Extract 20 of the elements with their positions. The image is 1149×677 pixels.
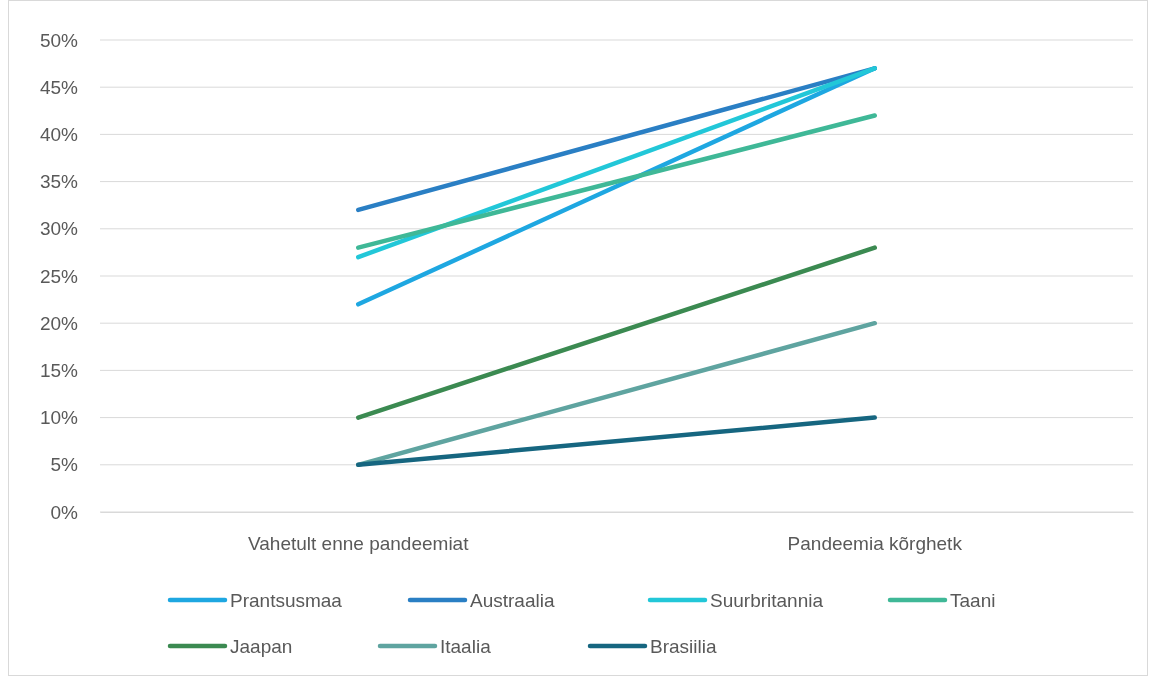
y-tick-label: 30% <box>39 218 79 240</box>
y-tick-label: 50% <box>39 29 79 51</box>
y-tick-label: 45% <box>39 76 79 98</box>
legend-label: Jaapan <box>230 636 293 657</box>
y-tick-label: 0% <box>50 501 79 523</box>
legend-label: Taani <box>950 590 996 611</box>
y-tick-label: 5% <box>50 454 79 476</box>
y-tick-label: 35% <box>39 171 79 193</box>
y-tick-label: 15% <box>39 359 79 381</box>
y-tick-label: 20% <box>39 312 79 334</box>
y-tick-label: 40% <box>39 123 79 145</box>
y-tick-label: 25% <box>39 265 79 287</box>
x-tick-label: Vahetult enne pandeemiat <box>248 533 470 555</box>
x-tick-label: Pandeemia kõrghetk <box>787 533 963 555</box>
y-tick-label: 10% <box>39 407 79 429</box>
legend-label: Suurbritannia <box>710 590 824 611</box>
legend-label: Itaalia <box>440 636 492 657</box>
legend-label: Brasiilia <box>650 636 717 657</box>
legend-label: Prantsusmaa <box>230 590 343 611</box>
legend-label: Austraalia <box>470 590 555 611</box>
